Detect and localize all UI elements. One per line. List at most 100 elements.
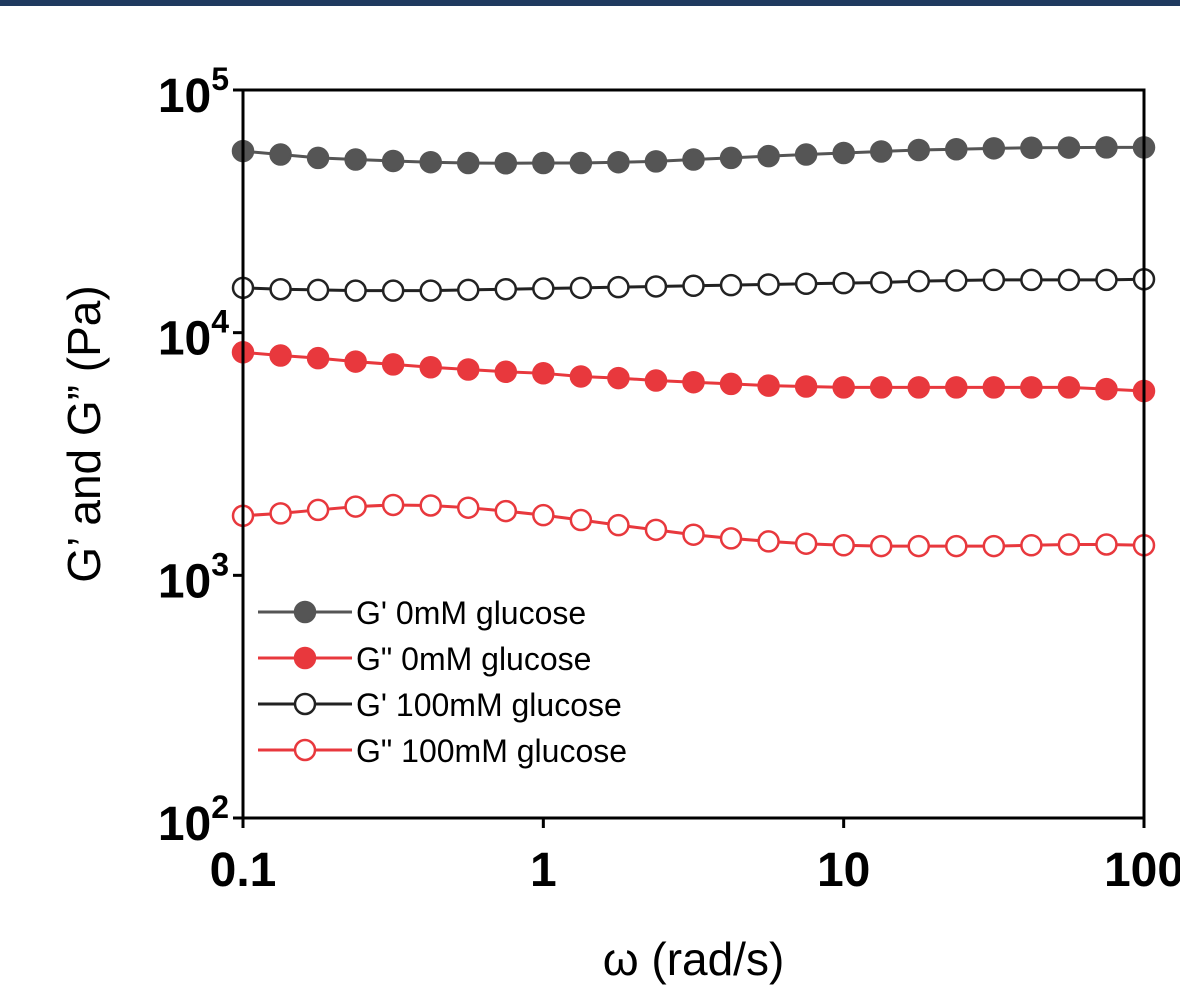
data-point bbox=[607, 366, 630, 390]
data-point bbox=[419, 356, 442, 379]
data-point bbox=[1020, 376, 1043, 399]
plot-frame bbox=[241, 88, 1146, 820]
y-tick-exponent: 3 bbox=[211, 546, 229, 582]
data-point bbox=[757, 273, 780, 296]
series-2 bbox=[231, 341, 1156, 403]
data-point bbox=[269, 143, 292, 166]
data-point bbox=[607, 150, 630, 174]
x-tick-label: 1 bbox=[530, 844, 557, 897]
data-point bbox=[419, 494, 442, 517]
legend: G' 0mM glucose G" 0mM glucose G' 100mM glu… bbox=[258, 595, 627, 769]
data-point bbox=[644, 518, 668, 542]
data-point bbox=[456, 496, 480, 519]
data-point bbox=[1057, 268, 1081, 292]
data-point bbox=[569, 151, 593, 175]
y-tick-base: 10 bbox=[158, 555, 211, 608]
data-point bbox=[306, 146, 330, 170]
data-point bbox=[456, 358, 480, 381]
data-point bbox=[269, 344, 292, 367]
data-point bbox=[269, 502, 292, 525]
series-layer bbox=[231, 136, 1156, 558]
y-tick-base: 10 bbox=[158, 70, 211, 123]
legend-marker bbox=[293, 692, 317, 716]
data-point bbox=[794, 143, 818, 166]
data-point bbox=[419, 150, 442, 174]
data-point bbox=[381, 279, 405, 302]
y-tick-base: 10 bbox=[158, 798, 211, 851]
data-point bbox=[945, 137, 968, 161]
data-point bbox=[494, 277, 518, 301]
data-point bbox=[494, 360, 518, 384]
data-point bbox=[682, 274, 705, 298]
data-point bbox=[907, 269, 931, 293]
data-point bbox=[381, 149, 405, 173]
data-point bbox=[832, 534, 855, 557]
data-point bbox=[757, 144, 780, 168]
data-point bbox=[757, 374, 780, 397]
series-4 bbox=[231, 493, 1156, 558]
data-point bbox=[306, 346, 330, 370]
legend-marker bbox=[293, 600, 317, 624]
data-point bbox=[682, 370, 705, 394]
data-point bbox=[344, 495, 367, 518]
data-point bbox=[344, 148, 367, 171]
data-point bbox=[381, 493, 405, 517]
data-point bbox=[1057, 533, 1081, 556]
data-point bbox=[1020, 534, 1043, 557]
data-point bbox=[269, 277, 292, 301]
data-point bbox=[644, 275, 668, 298]
data-point bbox=[794, 532, 818, 555]
data-point bbox=[982, 376, 1006, 399]
data-point bbox=[344, 350, 367, 373]
legend-label: G' 100mM glucose bbox=[356, 687, 622, 723]
data-point bbox=[344, 279, 367, 302]
y-tick-base: 10 bbox=[158, 313, 211, 366]
legend-marker bbox=[293, 646, 317, 670]
data-point bbox=[1057, 376, 1081, 399]
legend-label: G' 0mM glucose bbox=[356, 595, 586, 631]
data-point bbox=[907, 534, 931, 558]
data-point bbox=[569, 365, 593, 388]
legend-entry: G' 0mM glucose bbox=[258, 595, 586, 631]
data-point bbox=[982, 268, 1006, 292]
y-tick-label: 104 bbox=[158, 304, 229, 366]
data-point bbox=[869, 376, 893, 399]
y-tick-label: 102 bbox=[158, 789, 229, 851]
data-point bbox=[419, 279, 442, 302]
data-point bbox=[1095, 377, 1118, 401]
data-point bbox=[607, 275, 630, 299]
data-point bbox=[719, 527, 743, 550]
data-point bbox=[945, 534, 968, 558]
data-point bbox=[682, 523, 705, 546]
data-point bbox=[832, 271, 855, 295]
data-point bbox=[907, 376, 931, 399]
y-axis-title: G’ and G” (Pa) bbox=[58, 285, 110, 582]
data-point bbox=[532, 362, 555, 385]
data-point bbox=[456, 151, 480, 175]
y-tick-label: 105 bbox=[158, 61, 229, 123]
data-point bbox=[719, 273, 743, 297]
data-point bbox=[644, 369, 668, 392]
y-tick-exponent: 4 bbox=[211, 304, 229, 340]
legend-label: G" 0mM glucose bbox=[356, 641, 591, 677]
data-point bbox=[719, 372, 743, 396]
data-point bbox=[869, 271, 893, 294]
data-point bbox=[1020, 268, 1043, 292]
data-point bbox=[1095, 136, 1118, 159]
data-point bbox=[494, 152, 518, 175]
x-axis-title: ω (rad/s) bbox=[603, 933, 785, 985]
y-tick-label: 103 bbox=[158, 546, 229, 608]
data-point bbox=[532, 151, 555, 175]
y-tick-exponent: 5 bbox=[211, 61, 229, 97]
data-point bbox=[306, 278, 330, 302]
data-point bbox=[306, 498, 330, 522]
data-point bbox=[532, 277, 555, 300]
series-1 bbox=[231, 136, 1156, 175]
series-3 bbox=[231, 268, 1156, 302]
data-point bbox=[794, 375, 818, 398]
data-point bbox=[832, 141, 855, 165]
data-point bbox=[569, 276, 593, 300]
data-point bbox=[907, 138, 931, 162]
